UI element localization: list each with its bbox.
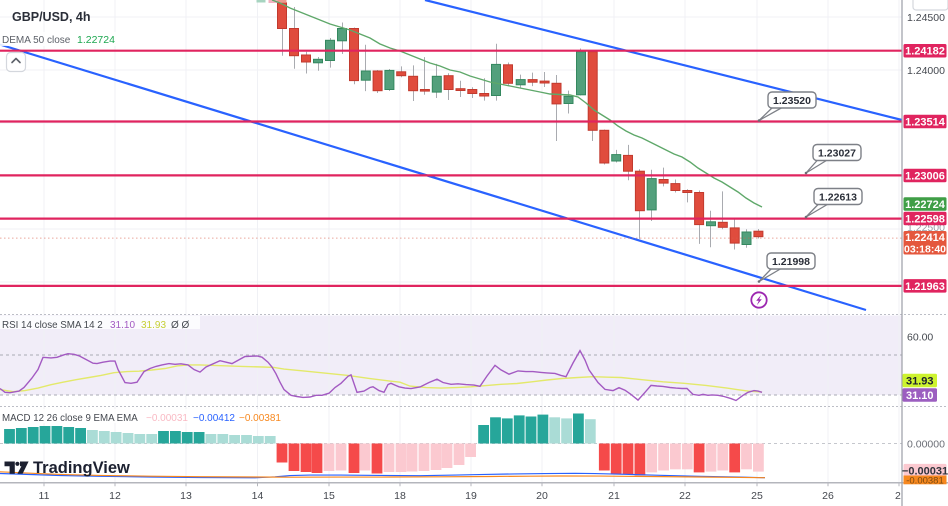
svg-text:-0.00381: -0.00381 xyxy=(906,476,944,487)
svg-text:1.21998: 1.21998 xyxy=(772,256,810,268)
svg-text:−0.00381: −0.00381 xyxy=(239,413,281,424)
svg-text:31.10: 31.10 xyxy=(906,390,934,402)
svg-text:TradingView: TradingView xyxy=(33,459,130,477)
svg-text:12: 12 xyxy=(109,490,121,502)
svg-text:1.24182: 1.24182 xyxy=(905,46,945,58)
svg-text:1.22613: 1.22613 xyxy=(819,191,857,203)
svg-text:Ø Ø: Ø Ø xyxy=(171,320,190,331)
svg-text:14: 14 xyxy=(252,490,264,502)
svg-text:03:18:40: 03:18:40 xyxy=(904,244,946,256)
svg-text:1.22598: 1.22598 xyxy=(905,214,945,226)
svg-text:11: 11 xyxy=(39,490,50,502)
svg-text:1.24500: 1.24500 xyxy=(907,12,945,24)
svg-text:1.23006: 1.23006 xyxy=(905,170,945,182)
svg-text:31.93: 31.93 xyxy=(906,376,934,388)
svg-text:MACD 12 26 close 9 EMA EMA: MACD 12 26 close 9 EMA EMA xyxy=(2,413,138,424)
svg-text:19: 19 xyxy=(465,490,477,502)
svg-text:13: 13 xyxy=(180,490,192,502)
svg-text:21: 21 xyxy=(608,490,620,502)
svg-text:1.23514: 1.23514 xyxy=(905,117,946,129)
svg-text:22: 22 xyxy=(679,490,691,502)
svg-text:1.23027: 1.23027 xyxy=(818,147,856,159)
svg-text:1.22724: 1.22724 xyxy=(905,199,946,211)
svg-text:DEMA 50 close: DEMA 50 close xyxy=(2,35,71,46)
svg-text:1.21963: 1.21963 xyxy=(905,281,945,293)
svg-text:60.00: 60.00 xyxy=(907,332,933,344)
svg-text:1.22724: 1.22724 xyxy=(77,34,115,46)
svg-text:26: 26 xyxy=(822,490,834,502)
svg-text:25: 25 xyxy=(751,490,763,502)
svg-text:−0.00031: −0.00031 xyxy=(902,466,948,478)
svg-text:−0.00412: −0.00412 xyxy=(193,413,235,424)
svg-text:−0.00031: −0.00031 xyxy=(146,413,188,424)
svg-text:1.24000: 1.24000 xyxy=(907,65,945,77)
svg-text:0.00000: 0.00000 xyxy=(907,439,945,451)
svg-text:1.23520: 1.23520 xyxy=(773,95,811,107)
svg-text:RSI 14 close SMA 14 2: RSI 14 close SMA 14 2 xyxy=(2,320,103,331)
svg-text:18: 18 xyxy=(394,490,406,502)
svg-text:15: 15 xyxy=(323,490,335,502)
svg-text:GBP/USD, 4h: GBP/USD, 4h xyxy=(12,10,91,24)
svg-text:31.93: 31.93 xyxy=(141,320,166,331)
svg-text:31.10: 31.10 xyxy=(110,320,135,331)
svg-text:1.22414: 1.22414 xyxy=(905,232,946,244)
svg-text:20: 20 xyxy=(536,490,548,502)
svg-text:2: 2 xyxy=(895,490,901,502)
